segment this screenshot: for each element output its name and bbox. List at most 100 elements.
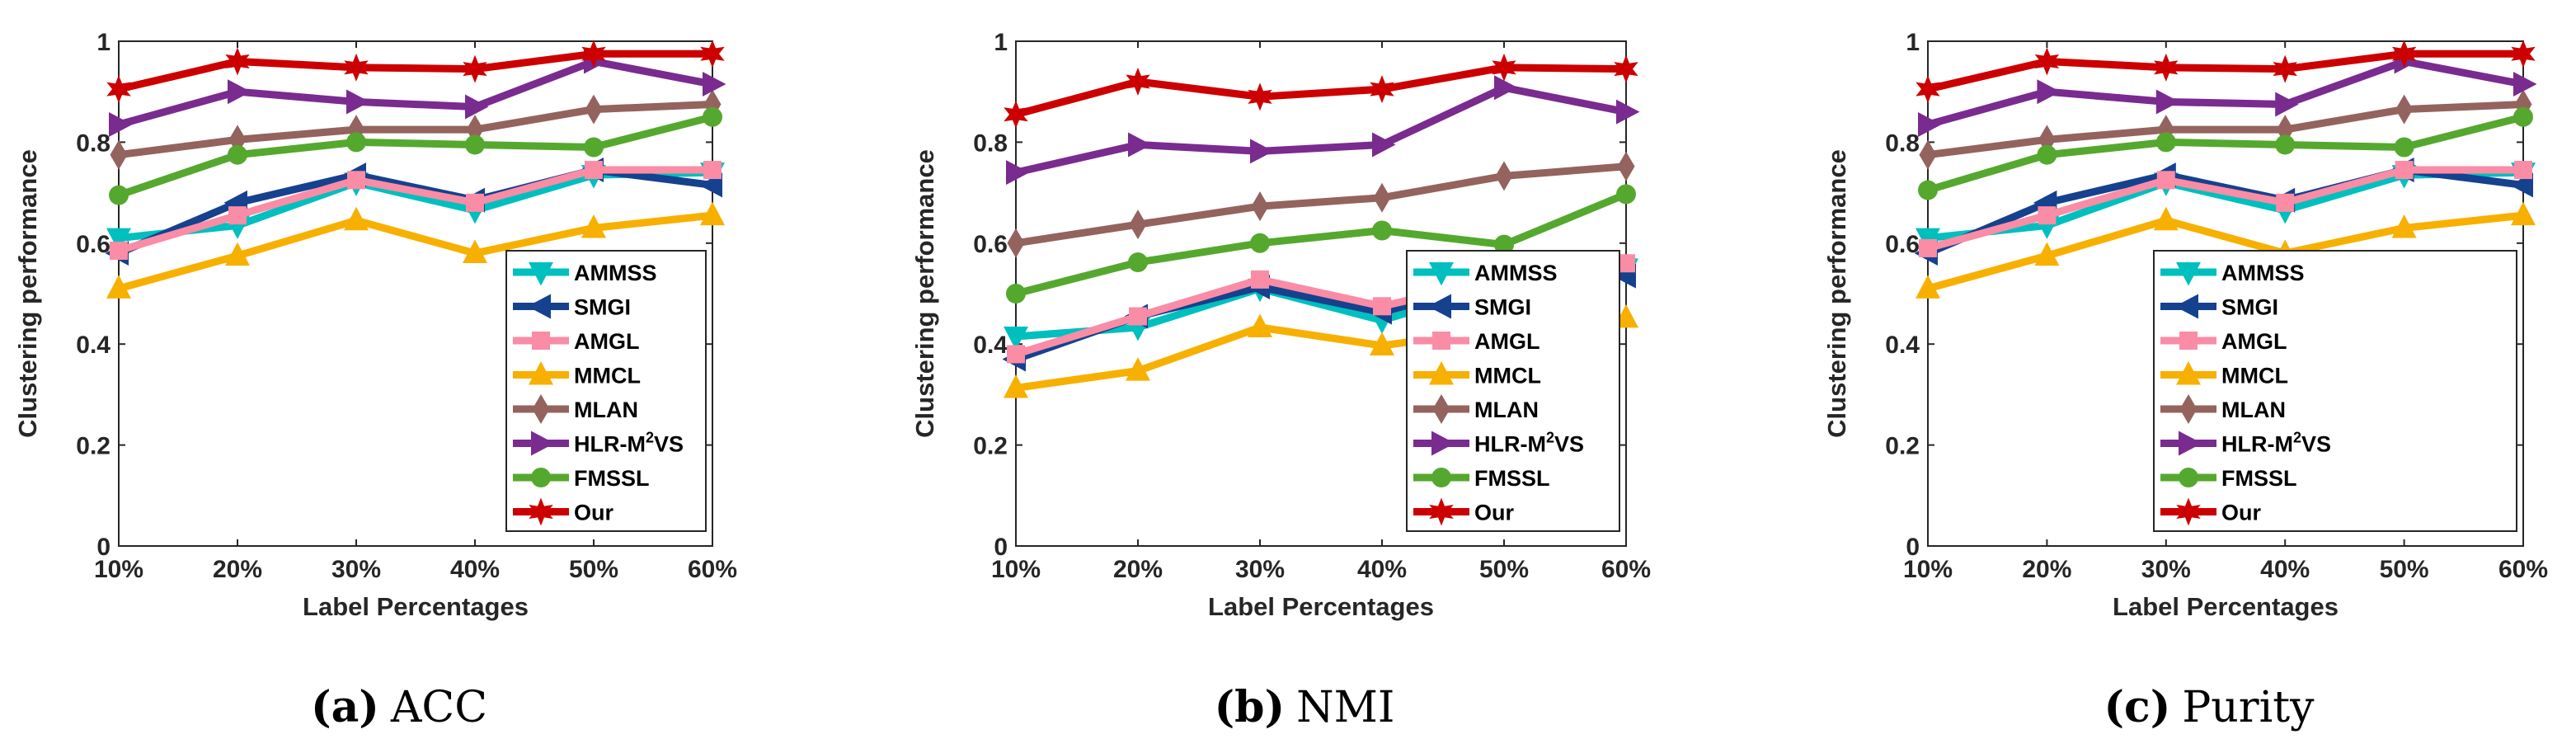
legend-marker (527, 294, 551, 319)
legend-label-tail: VS (1554, 432, 1584, 457)
data-point (1004, 100, 1028, 129)
data-point (1918, 180, 1938, 200)
y-tick-label: 1 (96, 29, 110, 56)
data-point (1370, 75, 1394, 104)
x-tick-label: 40% (450, 556, 500, 583)
data-point (584, 137, 604, 158)
chart-purity: 10% 20% 30% 40% 50% 60% 0 0.2 0.4 0.6 0.8 1 Label Pe… (1822, 29, 2548, 732)
legend-entry: HLR-M2VS (513, 430, 684, 457)
data-point (2391, 214, 2417, 238)
caption-letter: (a) (311, 682, 379, 732)
data-point (1617, 151, 1635, 181)
legend-entry: FMSSL (513, 466, 650, 491)
legend-label: HLR-M2VS (2221, 430, 2331, 457)
data-point (344, 206, 369, 231)
data-point (1373, 297, 1391, 316)
series-line (1926, 49, 2523, 93)
legend-label: MLAN (574, 398, 638, 422)
series-line (1014, 191, 1628, 298)
legend-entry: AMMSS (1413, 261, 1558, 286)
data-point (106, 228, 131, 252)
data-point (109, 111, 133, 137)
legend-marker (529, 497, 553, 526)
series-line (118, 101, 713, 159)
data-point (700, 201, 725, 226)
y-tick-label: 0.8 (76, 129, 110, 157)
legend-label: HLR-M2VS (1474, 430, 1584, 457)
y-tick-label: 0.6 (76, 231, 110, 258)
x-tick-label: 50% (569, 556, 618, 583)
legend-marker (2179, 431, 2202, 456)
legend-label: MMCL (574, 364, 641, 388)
x-tick-label: 30% (2141, 556, 2191, 583)
data-point (347, 171, 365, 190)
x-tick-label: 20% (1113, 556, 1163, 583)
legend-marker (532, 394, 550, 424)
legend-label: SMGI (1474, 295, 1531, 320)
data-point (1916, 275, 1940, 299)
data-point (1494, 75, 1518, 101)
legend-marker (2179, 394, 2198, 424)
data-point (228, 79, 251, 105)
legend-entry: AMMSS (2160, 261, 2305, 286)
data-point (2513, 106, 2533, 127)
data-point (1128, 252, 1148, 273)
caption-text: NMI (1296, 683, 1394, 732)
y-tick-label: 0.2 (1885, 433, 1920, 460)
series-line (1927, 101, 2524, 159)
data-point (2155, 132, 2176, 153)
legend-entry: SMGI (513, 294, 631, 320)
series-line (117, 166, 712, 255)
legend-marker (2176, 361, 2201, 385)
legend-entry: SMGI (2160, 294, 2278, 320)
legend-label-sup: 2 (646, 430, 654, 446)
legend-entry: AMGL (1413, 329, 1539, 354)
x-tick-label: 10% (94, 556, 143, 583)
legend-label-tail: VS (654, 432, 684, 457)
legend-marker (1431, 431, 1455, 456)
legend-marker (1429, 361, 1454, 385)
legend-label: AMMSS (2221, 261, 2305, 285)
y-axis-label: Clustering performance (13, 149, 42, 438)
data-point (2275, 134, 2296, 155)
data-point (1918, 111, 1942, 137)
data-point (463, 239, 487, 264)
data-point (1128, 132, 1152, 158)
x-axis-label: Label Percentages (1208, 592, 1434, 621)
y-tick-label: 0.8 (973, 129, 1008, 157)
y-tick-label: 1 (1906, 29, 1920, 56)
data-point (2395, 94, 2414, 125)
data-point (225, 242, 250, 266)
legend-marker (1429, 262, 1454, 286)
x-tick-label: 50% (1479, 556, 1529, 583)
legend-marker (1427, 294, 1451, 319)
legend-label: AMGL (1474, 329, 1539, 354)
data-point (2394, 137, 2414, 158)
legend-label-tail: VS (2301, 432, 2331, 457)
data-point (466, 193, 484, 212)
data-point (2154, 53, 2179, 82)
y-tick-label: 0.6 (973, 231, 1008, 258)
data-point (2037, 79, 2061, 105)
data-point (2514, 161, 2532, 180)
data-point (1126, 357, 1150, 381)
x-tick-label: 20% (213, 556, 262, 583)
chart-acc: 10% 20% 30% 40% 50% 60% 0 0.2 0.4 0.6 0.8 1 Label Pe… (13, 29, 737, 732)
legend-entry: MLAN (2160, 394, 2286, 424)
data-point (2155, 89, 2180, 115)
legend-marker (1432, 394, 1450, 424)
data-point (1251, 191, 1269, 222)
data-point (1126, 67, 1150, 96)
data-point (1919, 139, 1937, 170)
data-point (1004, 327, 1028, 351)
series-line (1926, 211, 2524, 293)
legend-label: AMGL (574, 329, 639, 354)
legend-entry: MLAN (1413, 394, 1539, 424)
data-point (1129, 307, 1147, 326)
legend-marker (532, 332, 550, 350)
legend-box (2153, 250, 2517, 532)
data-point (2513, 72, 2537, 97)
x-axis-label: Label Percentages (303, 592, 529, 621)
